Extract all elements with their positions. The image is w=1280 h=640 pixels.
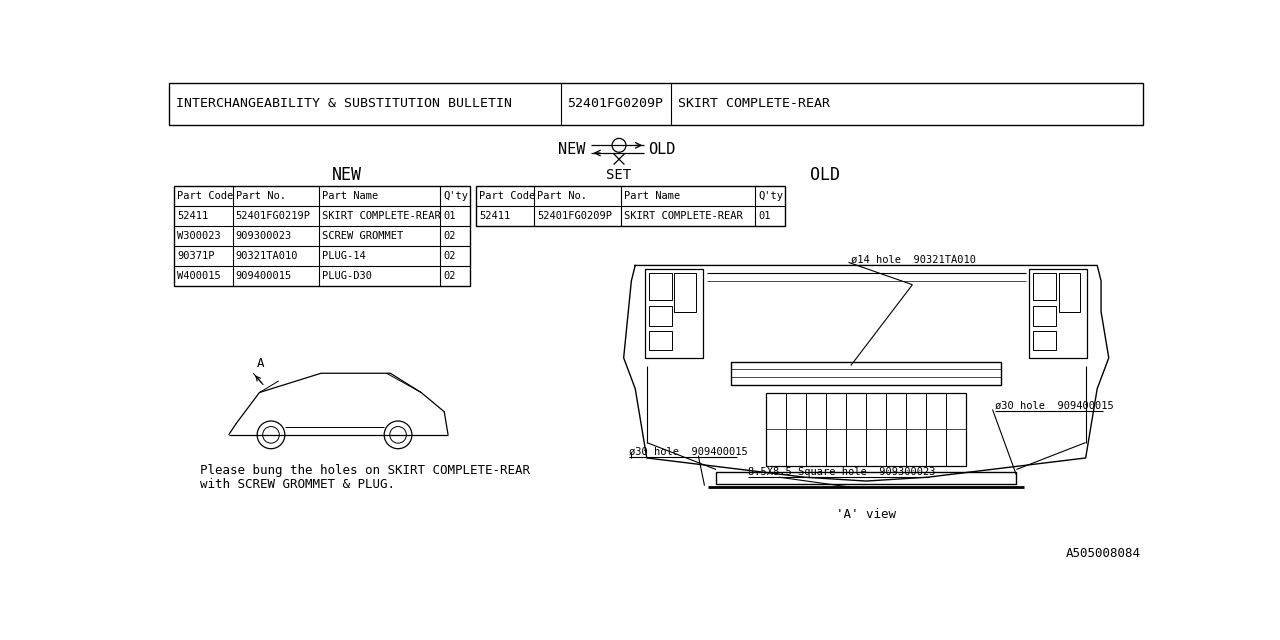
Bar bbox=[649, 331, 672, 350]
Text: SKIRT COMPLETE-REAR: SKIRT COMPLETE-REAR bbox=[677, 97, 829, 110]
Text: with SCREW GROMMET & PLUG.: with SCREW GROMMET & PLUG. bbox=[200, 478, 396, 491]
Bar bbox=[767, 392, 966, 466]
Text: W300023: W300023 bbox=[177, 231, 221, 241]
Text: INTERCHANGEABILITY & SUBSTITUTION BULLETIN: INTERCHANGEABILITY & SUBSTITUTION BULLET… bbox=[175, 97, 512, 110]
Text: Part Code: Part Code bbox=[479, 191, 535, 201]
Bar bbox=[1059, 273, 1080, 312]
Text: ø30 hole  909400015: ø30 hole 909400015 bbox=[628, 447, 748, 457]
Text: SET: SET bbox=[607, 168, 631, 182]
Text: SCREW GROMMET: SCREW GROMMET bbox=[321, 231, 403, 241]
Text: NEW: NEW bbox=[558, 141, 585, 157]
Text: OLD: OLD bbox=[648, 141, 676, 157]
Text: PLUG-D30: PLUG-D30 bbox=[321, 271, 371, 281]
Text: 52401FG0209P: 52401FG0209P bbox=[567, 97, 663, 110]
Text: 909400015: 909400015 bbox=[236, 271, 292, 281]
Bar bbox=[1033, 331, 1056, 350]
Text: Please bung the holes on SKIRT COMPLETE-REAR: Please bung the holes on SKIRT COMPLETE-… bbox=[200, 464, 530, 477]
Text: Q'ty: Q'ty bbox=[443, 191, 468, 201]
Text: 90321TA010: 90321TA010 bbox=[236, 252, 298, 261]
Bar bbox=[1033, 307, 1056, 326]
Text: 01: 01 bbox=[759, 211, 771, 221]
Text: 02: 02 bbox=[443, 231, 456, 241]
Text: Part No.: Part No. bbox=[538, 191, 588, 201]
Text: 909300023: 909300023 bbox=[236, 231, 292, 241]
Text: ø30 hole  909400015: ø30 hole 909400015 bbox=[995, 401, 1114, 411]
Text: 02: 02 bbox=[443, 271, 456, 281]
Text: A505008084: A505008084 bbox=[1066, 547, 1140, 561]
Bar bbox=[1033, 273, 1056, 300]
Bar bbox=[645, 269, 703, 358]
Text: 'A' view: 'A' view bbox=[836, 508, 896, 521]
Text: 02: 02 bbox=[443, 252, 456, 261]
Text: 52401FG0209P: 52401FG0209P bbox=[538, 211, 612, 221]
Text: Part No.: Part No. bbox=[236, 191, 285, 201]
Text: Q'ty: Q'ty bbox=[759, 191, 783, 201]
Text: Part Code: Part Code bbox=[177, 191, 233, 201]
Bar bbox=[649, 307, 672, 326]
Text: PLUG-14: PLUG-14 bbox=[321, 252, 366, 261]
Text: 52401FG0219P: 52401FG0219P bbox=[236, 211, 311, 221]
Bar bbox=[649, 273, 672, 300]
Bar bbox=[174, 186, 470, 286]
Text: Part Name: Part Name bbox=[623, 191, 680, 201]
Bar bbox=[1029, 269, 1087, 358]
Text: OLD: OLD bbox=[810, 166, 841, 184]
Text: NEW: NEW bbox=[332, 166, 361, 184]
Text: 90371P: 90371P bbox=[177, 252, 215, 261]
Bar bbox=[716, 472, 1016, 484]
Text: Part Name: Part Name bbox=[321, 191, 378, 201]
Text: SKIRT COMPLETE-REAR: SKIRT COMPLETE-REAR bbox=[623, 211, 742, 221]
Text: W400015: W400015 bbox=[177, 271, 221, 281]
Text: 52411: 52411 bbox=[177, 211, 209, 221]
Text: A: A bbox=[256, 357, 264, 370]
Text: ø14 hole  90321TA010: ø14 hole 90321TA010 bbox=[851, 254, 975, 264]
Text: 8.5X8.5 Square hole  909300023: 8.5X8.5 Square hole 909300023 bbox=[749, 467, 936, 477]
Bar bbox=[675, 273, 696, 312]
Text: 52411: 52411 bbox=[479, 211, 511, 221]
Text: SKIRT COMPLETE-REAR: SKIRT COMPLETE-REAR bbox=[321, 211, 440, 221]
Bar bbox=[169, 83, 1143, 125]
Bar bbox=[476, 186, 785, 226]
Bar bbox=[731, 362, 1001, 385]
Text: 01: 01 bbox=[443, 211, 456, 221]
